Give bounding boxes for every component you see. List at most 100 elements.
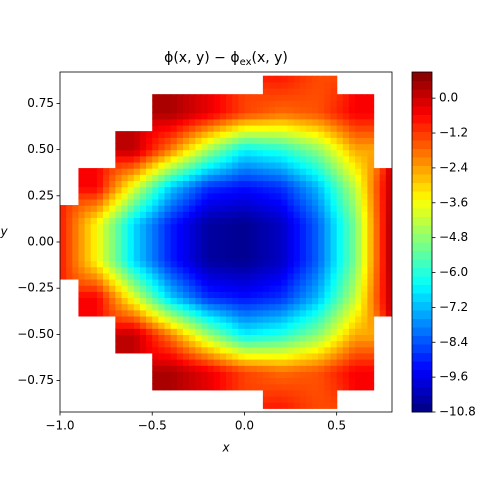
contour-cell xyxy=(275,334,282,342)
colorbar-band xyxy=(412,89,432,98)
contour-cell xyxy=(133,137,141,145)
contour-cell xyxy=(293,94,301,101)
contour-cell xyxy=(170,242,178,249)
contour-cell xyxy=(250,334,258,342)
contour-cell xyxy=(324,112,332,120)
colorbar-band xyxy=(412,225,432,234)
contour-cell xyxy=(213,112,221,120)
contour-cell xyxy=(330,248,338,255)
contour-cell xyxy=(361,235,369,243)
contour-cell xyxy=(164,352,172,360)
contour-cell xyxy=(78,180,86,188)
contour-cell xyxy=(281,143,289,151)
contour-cell xyxy=(226,285,233,292)
contour-cell xyxy=(182,223,190,231)
contour-cell xyxy=(189,260,196,268)
contour-cell xyxy=(121,291,129,299)
contour-cell xyxy=(232,309,239,317)
contour-cell xyxy=(195,223,203,231)
contour-cell xyxy=(281,198,289,206)
contour-cell xyxy=(293,260,301,268)
contour-cell xyxy=(355,124,362,132)
contour-cell xyxy=(176,180,184,188)
contour-cell xyxy=(158,303,166,311)
colorbar-band xyxy=(412,284,432,294)
contour-cell xyxy=(195,205,203,212)
contour-cell xyxy=(139,180,147,188)
contour-cell xyxy=(66,242,73,249)
contour-cell xyxy=(293,131,301,138)
contour-cell xyxy=(176,137,184,145)
contour-cell xyxy=(238,143,246,151)
contour-cell xyxy=(146,229,153,237)
contour-cell xyxy=(238,278,246,286)
contour-cell xyxy=(139,309,147,317)
contour-cell xyxy=(324,88,332,95)
contour-cell xyxy=(342,260,350,268)
contour-cell xyxy=(127,248,135,255)
contour-cell xyxy=(367,174,375,182)
contour-cell xyxy=(262,229,270,237)
contour-cell xyxy=(336,285,344,292)
contour-cell xyxy=(361,223,369,231)
contour-cell xyxy=(379,192,387,200)
contour-cell xyxy=(256,322,264,329)
contour-cell xyxy=(324,143,332,151)
contour-cell xyxy=(293,81,301,89)
contour-cell xyxy=(170,291,178,299)
contour-cell xyxy=(189,168,196,175)
contour-cell xyxy=(115,192,123,200)
contour-cell xyxy=(238,168,246,175)
contour-cell xyxy=(330,365,338,372)
contour-cell xyxy=(201,131,209,138)
contour-cell xyxy=(361,285,369,292)
contour-cell xyxy=(256,149,264,157)
contour-cell xyxy=(318,94,325,101)
contour-cell xyxy=(146,334,153,342)
contour-cell xyxy=(336,223,344,231)
contour-cell xyxy=(133,303,141,311)
contour-cell xyxy=(262,303,270,311)
contour-cell xyxy=(330,309,338,317)
contour-cell xyxy=(287,303,295,311)
contour-cell xyxy=(305,118,313,126)
contour-cell xyxy=(250,235,258,243)
contour-cell xyxy=(305,260,313,268)
contour-cell xyxy=(78,248,86,255)
contour-cell xyxy=(189,297,196,305)
contour-cell xyxy=(281,297,289,305)
contour-cell xyxy=(72,205,80,212)
contour-cell xyxy=(367,297,375,305)
contour-cell xyxy=(189,309,196,317)
y-tick-label: 0.50 xyxy=(27,142,54,156)
contour-cell xyxy=(219,278,227,286)
contour-cell xyxy=(176,260,184,268)
contour-cell xyxy=(195,186,203,194)
contour-cell xyxy=(152,383,159,391)
contour-cell xyxy=(355,100,362,108)
contour-cell xyxy=(226,328,233,335)
contour-cell xyxy=(256,297,264,305)
contour-cell xyxy=(170,205,178,212)
contour-cell xyxy=(121,285,129,292)
contour-cell xyxy=(164,186,172,194)
contour-cell xyxy=(342,291,350,299)
contour-cell xyxy=(250,309,258,317)
contour-cell xyxy=(139,161,147,169)
contour-cell xyxy=(250,352,258,360)
contour-cell xyxy=(121,278,129,286)
contour-cell xyxy=(158,278,166,286)
contour-cell xyxy=(275,352,282,360)
contour-cell xyxy=(207,168,215,175)
contour-cell xyxy=(152,303,159,311)
contour-cell xyxy=(361,205,369,212)
contour-cell xyxy=(361,303,369,311)
contour-cell xyxy=(281,180,289,188)
contour-cell xyxy=(115,137,123,145)
contour-cell xyxy=(84,278,92,286)
contour-cell xyxy=(336,322,344,329)
contour-cell xyxy=(139,205,147,212)
contour-cell xyxy=(269,235,276,243)
contour-cell xyxy=(115,328,123,335)
contour-cell xyxy=(244,322,252,329)
